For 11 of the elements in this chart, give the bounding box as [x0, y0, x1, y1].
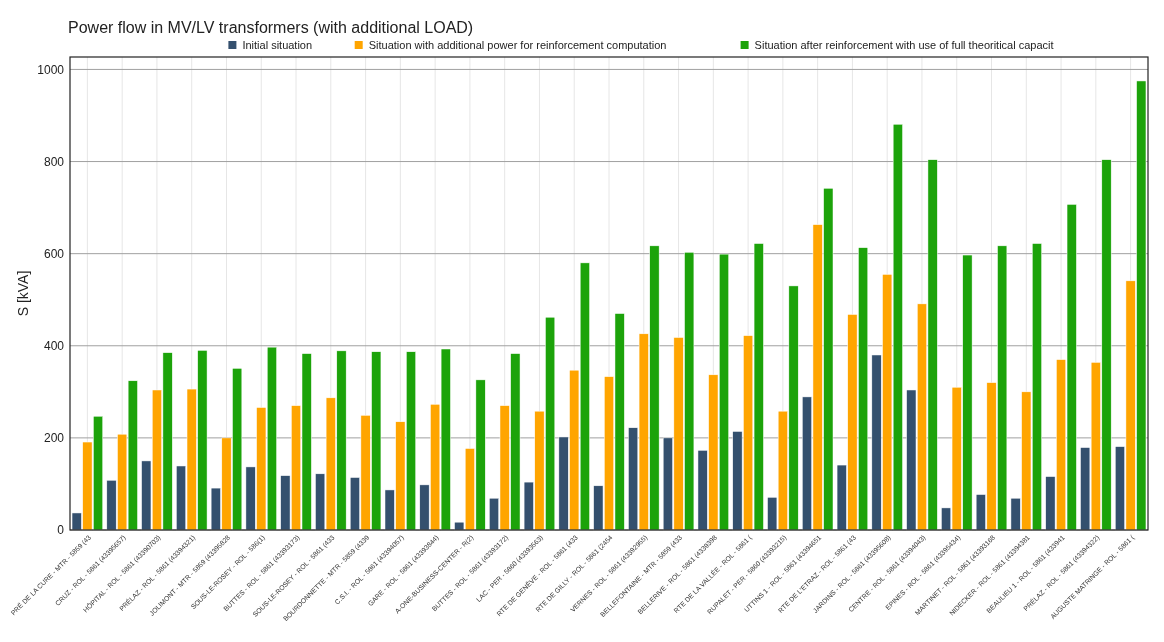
y-tick-label: 400: [43, 338, 65, 353]
chart-title: Power flow in MV/LV transformers (with additional LOAD): [68, 19, 474, 36]
legend-label: Situation after reinforcement with use of full theoritical capacit: [754, 39, 1054, 51]
y-axis-title: S [kVA]: [15, 270, 31, 317]
y-tick-label: 200: [43, 431, 65, 446]
y-tick-label: 1000: [37, 62, 65, 77]
y-tick-label: 0: [57, 523, 65, 538]
legend-label: Initial situation: [242, 39, 313, 51]
legend-label: Situation with additional power for reinforcement computation: [368, 39, 667, 51]
y-tick-label: 800: [43, 154, 65, 169]
y-tick-label: 600: [43, 246, 65, 261]
